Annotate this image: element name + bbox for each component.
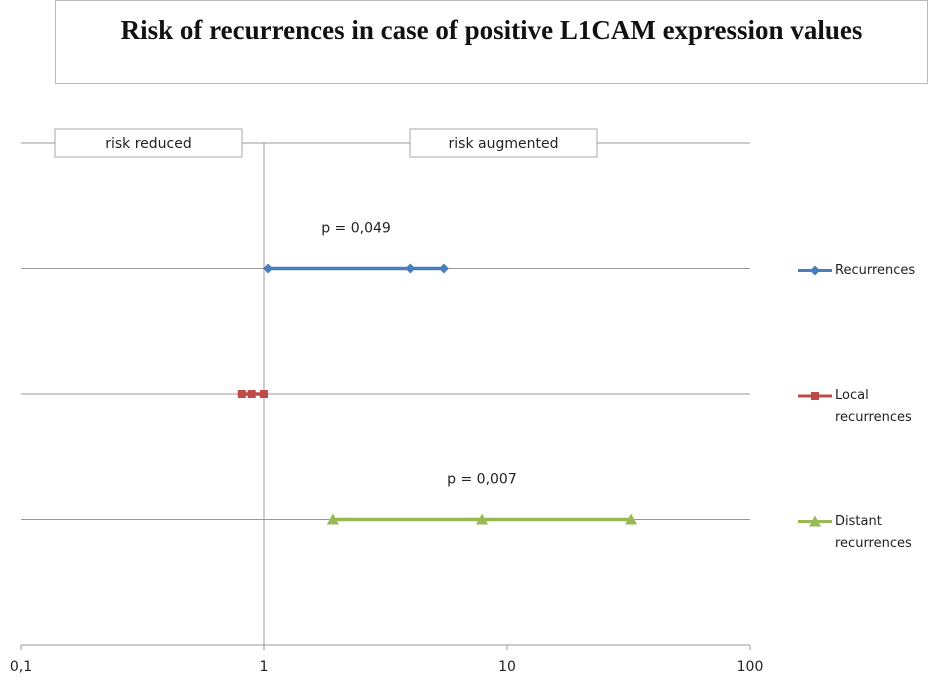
- legend-label: Local recurrences: [835, 388, 912, 425]
- p-value: p = 0,049: [321, 221, 391, 237]
- legend-marker: [811, 392, 819, 400]
- region-label-box: [54, 128, 243, 158]
- region-label-box: [409, 128, 598, 158]
- marker: [247, 390, 256, 398]
- marker: [237, 390, 246, 398]
- region-label: risk augmented: [449, 136, 559, 152]
- x-tick-label: 0,1: [10, 659, 32, 675]
- title-box: Risk of recurrences in case of positive …: [55, 0, 928, 84]
- region-label: risk reduced: [105, 136, 192, 152]
- p-value: p = 0,007: [447, 472, 517, 488]
- chart-title: Risk of recurrences in case of positive …: [120, 15, 863, 45]
- legend-label: Distant recurrences: [835, 513, 912, 551]
- marker: [625, 513, 638, 525]
- marker: [263, 263, 274, 274]
- legend-label: Recurrences: [835, 262, 916, 278]
- x-tick-label: 10: [498, 659, 516, 675]
- marker: [326, 513, 339, 525]
- legend-marker: [810, 265, 820, 276]
- x-tick-label: 1: [260, 659, 269, 675]
- legend-marker: [809, 515, 821, 527]
- marker: [476, 513, 489, 525]
- marker: [438, 263, 449, 274]
- marker: [260, 390, 268, 398]
- marker: [405, 263, 416, 274]
- x-tick-label: 100: [737, 659, 764, 675]
